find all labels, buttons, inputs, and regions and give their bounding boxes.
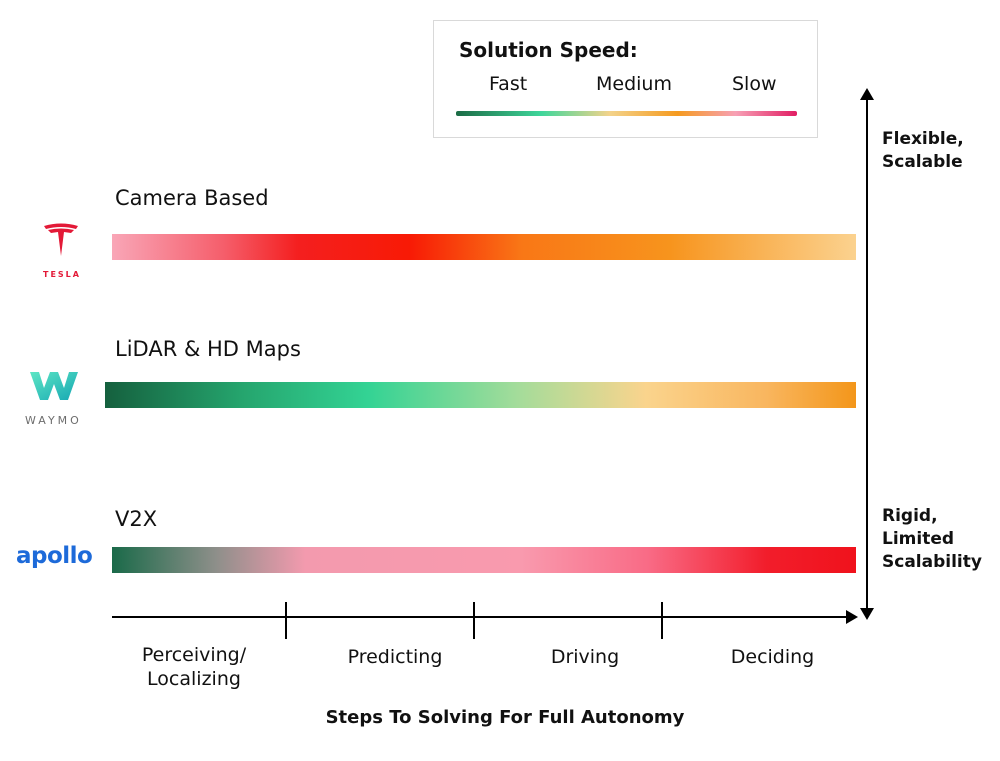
tesla-icon bbox=[44, 223, 78, 256]
bar-camera-based bbox=[112, 234, 856, 260]
x-axis-tick bbox=[285, 602, 287, 639]
y-axis-top-label: Flexible, Scalable bbox=[882, 129, 964, 172]
y-axis-line bbox=[866, 98, 868, 610]
waymo-wordmark: WAYMO bbox=[25, 414, 82, 427]
y-axis-arrow-up-icon bbox=[860, 88, 874, 100]
x-axis-title: Steps To Solving For Full Autonomy bbox=[325, 707, 685, 728]
row-label-v2x: V2X bbox=[115, 507, 158, 531]
tesla-wordmark: TESLA bbox=[43, 270, 81, 279]
step-label-driving: Driving bbox=[550, 646, 620, 668]
x-axis-arrow-icon bbox=[846, 610, 858, 624]
x-axis-line bbox=[112, 616, 852, 618]
step-label-perceiving: Perceiving/ Localizing bbox=[141, 644, 247, 690]
step-label-predicting: Predicting bbox=[347, 646, 443, 668]
legend-gradient-bar bbox=[456, 111, 797, 116]
legend-label-slow: Slow bbox=[732, 73, 777, 95]
legend-title: Solution Speed: bbox=[459, 38, 638, 62]
x-axis-tick bbox=[661, 602, 663, 639]
legend: Solution Speed: Fast Medium Slow bbox=[433, 20, 818, 138]
y-axis-arrow-down-icon bbox=[860, 608, 874, 620]
waymo-icon bbox=[30, 372, 78, 400]
step-label-deciding: Deciding bbox=[730, 646, 815, 668]
x-axis-tick bbox=[473, 602, 475, 639]
bar-lidar-hd-maps bbox=[105, 382, 856, 408]
row-label-lidar-hd-maps: LiDAR & HD Maps bbox=[115, 337, 301, 361]
y-axis-bottom-label: Rigid, Limited Scalability bbox=[882, 506, 982, 572]
bar-v2x bbox=[112, 547, 856, 573]
apollo-icon: apollo bbox=[16, 543, 93, 569]
legend-label-medium: Medium bbox=[596, 73, 672, 95]
row-label-camera-based: Camera Based bbox=[115, 186, 269, 210]
legend-label-fast: Fast bbox=[489, 73, 528, 95]
